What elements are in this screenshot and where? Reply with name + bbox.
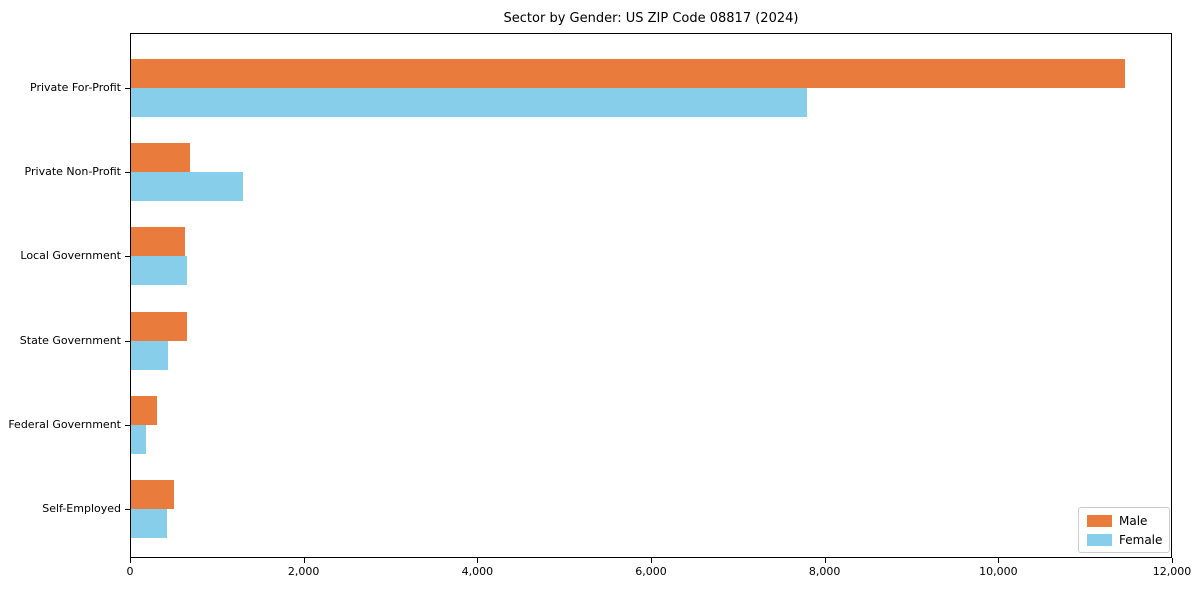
y-axis-label-federal-government: Federal Government — [8, 417, 121, 431]
plot-area — [130, 33, 1172, 558]
bar-male-federal-government — [131, 395, 157, 425]
x-tick-label-8000: 8,000 — [808, 565, 841, 578]
y-tick-private-for-profit — [125, 88, 130, 89]
y-tick-federal-government — [125, 424, 130, 426]
x-tick-4000 — [477, 558, 479, 563]
y-axis-label-private-non-profit: Private Non-Profit — [24, 165, 121, 179]
x-tick-0 — [130, 558, 131, 563]
bar-female-self-employed — [131, 509, 167, 538]
x-tick-label-10000: 10,000 — [979, 565, 1018, 578]
bar-male-state-government — [131, 311, 187, 341]
x-tick-10000 — [998, 558, 1000, 563]
x-tick-label-4000: 4,000 — [461, 565, 494, 578]
bar-male-private-non-profit — [131, 143, 190, 173]
bar-female-private-for-profit — [131, 88, 807, 117]
x-tick-label-12000: 12,000 — [1152, 565, 1192, 578]
bar-male-local-government — [131, 227, 185, 257]
bar-female-state-government — [131, 340, 168, 370]
bar-female-federal-government — [131, 424, 146, 454]
bar-female-private-non-profit — [131, 172, 243, 202]
x-tick-label-2000: 2,000 — [287, 565, 320, 578]
legend-item-female: Female — [1087, 533, 1169, 547]
chart-title: Sector by Gender: US ZIP Code 08817 (202… — [503, 11, 799, 26]
y-axis-label-self-employed: Self-Employed — [42, 502, 121, 515]
bar-male-private-for-profit — [131, 59, 1125, 88]
y-tick-state-government — [125, 340, 130, 342]
legend-label-male: Male — [1119, 513, 1148, 528]
legend-label-female: Female — [1119, 532, 1163, 547]
legend-swatch-male — [1087, 514, 1112, 527]
bar-male-self-employed — [131, 480, 174, 509]
legend-swatch-female — [1087, 533, 1112, 546]
legend-item-male: Male — [1087, 514, 1169, 528]
y-axis-label-state-government: State Government — [19, 333, 121, 347]
x-tick-label-0: 0 — [126, 565, 134, 578]
x-tick-8000 — [824, 558, 826, 563]
legend: Male Female — [1078, 507, 1170, 553]
y-axis-label-private-for-profit: Private For-Profit — [30, 81, 121, 94]
y-tick-private-non-profit — [125, 172, 130, 174]
y-tick-self-employed — [125, 509, 130, 510]
x-tick-2000 — [303, 558, 305, 563]
x-tick-12000 — [1172, 558, 1173, 563]
x-tick-6000 — [651, 558, 652, 563]
bar-female-local-government — [131, 256, 187, 286]
y-tick-local-government — [125, 256, 130, 258]
y-axis-label-local-government: Local Government — [20, 249, 121, 263]
x-tick-label-6000: 6,000 — [635, 565, 667, 578]
